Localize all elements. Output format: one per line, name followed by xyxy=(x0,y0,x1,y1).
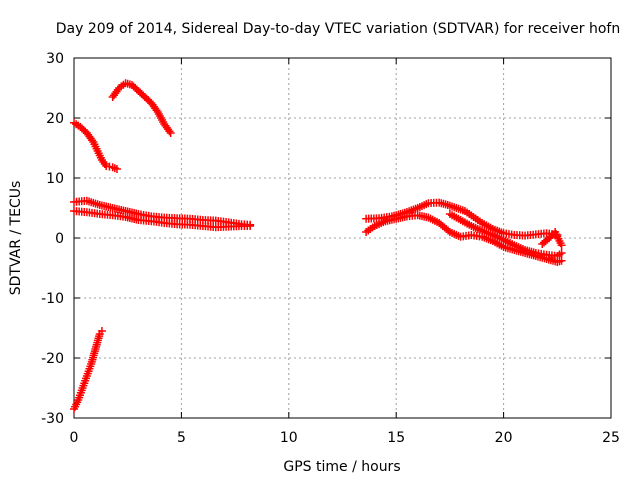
y-tick-label: -10 xyxy=(41,291,64,307)
y-tick-label: -20 xyxy=(41,351,64,367)
series-arc-right-mid xyxy=(445,210,566,260)
data-point xyxy=(545,234,554,243)
data-point xyxy=(557,249,566,257)
x-tick-label: 5 xyxy=(177,430,186,446)
axis-ticks: 0 5 10 15 20 25 -30 -20 -10 0 10 20 30 xyxy=(41,51,620,446)
series-arc-right-lower xyxy=(362,211,566,266)
series-arc-2-peak xyxy=(108,79,175,137)
data-point xyxy=(97,327,106,335)
chart-title: Day 209 of 2014, Sidereal Day-to-day VTE… xyxy=(56,21,620,37)
data-point xyxy=(557,241,566,250)
data-point xyxy=(246,222,255,230)
series-arc-3-rising xyxy=(70,327,106,413)
y-axis-label: SDTVAR / TECUs xyxy=(8,181,24,296)
y-tick-label: 0 xyxy=(55,231,64,247)
y-tick-label: -30 xyxy=(41,411,64,427)
y-tick-label: 20 xyxy=(46,111,64,127)
series-arc-right-tail xyxy=(538,228,566,250)
x-tick-label: 25 xyxy=(602,430,620,446)
x-axis-label: GPS time / hours xyxy=(283,459,400,475)
x-tick-label: 10 xyxy=(280,430,298,446)
data-point xyxy=(88,136,97,145)
data-point xyxy=(166,129,175,137)
x-tick-label: 15 xyxy=(387,430,405,446)
series-band-lower-left xyxy=(70,207,255,232)
x-tick-label: 0 xyxy=(70,430,79,446)
data-point xyxy=(557,256,566,265)
y-tick-label: 30 xyxy=(46,51,64,67)
data-point xyxy=(165,127,174,136)
y-tick-label: 10 xyxy=(46,171,64,187)
series-arc-1-decreasing xyxy=(70,118,121,173)
data-series xyxy=(70,79,566,413)
x-tick-label: 20 xyxy=(495,430,513,446)
data-point xyxy=(112,165,121,173)
